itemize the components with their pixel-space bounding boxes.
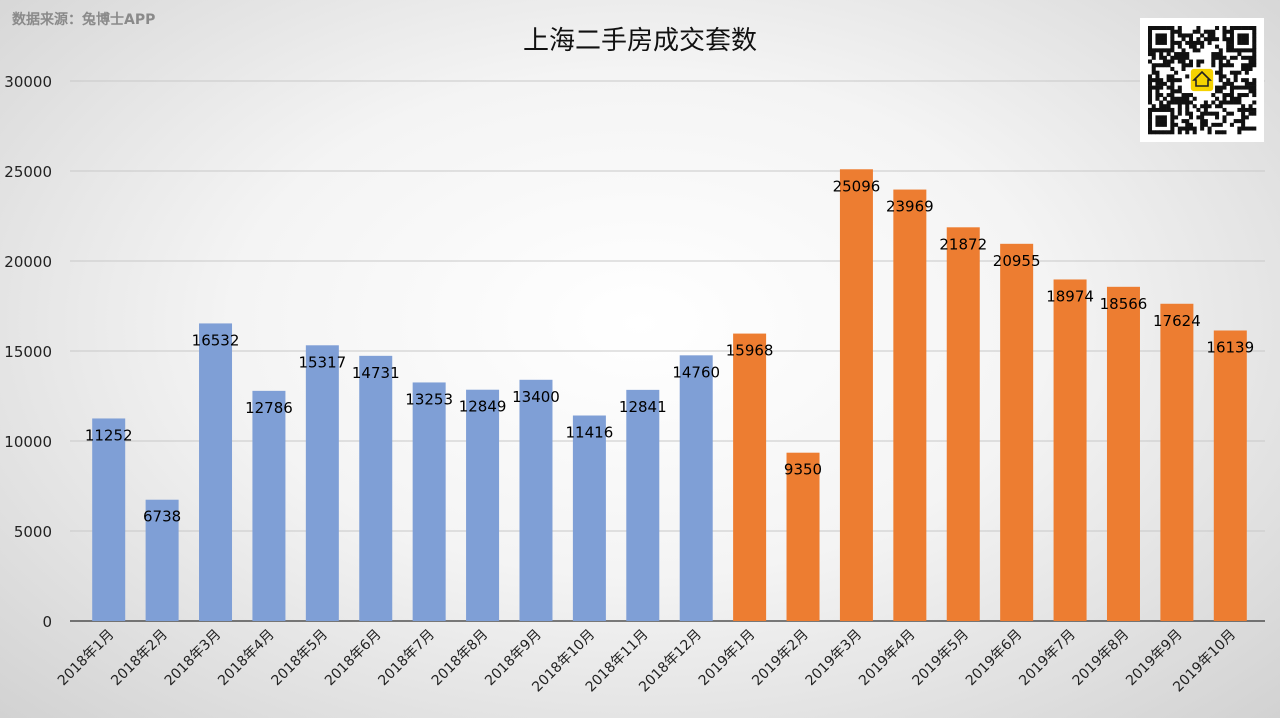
y-tick-label: 0 bbox=[42, 613, 52, 631]
y-tick-label: 10000 bbox=[4, 433, 52, 451]
x-tick-label: 2019年3月 bbox=[803, 627, 866, 690]
qr-code bbox=[1140, 18, 1264, 142]
data-label: 25096 bbox=[833, 177, 881, 195]
bar bbox=[466, 389, 500, 621]
bar bbox=[679, 355, 713, 621]
y-tick-label: 15000 bbox=[4, 343, 52, 361]
bar bbox=[252, 390, 286, 621]
data-label: 13400 bbox=[512, 388, 560, 406]
x-tick-label: 2019年1月 bbox=[696, 627, 759, 690]
bar bbox=[946, 227, 980, 621]
bar bbox=[1160, 303, 1194, 621]
bar bbox=[893, 189, 927, 622]
x-tick-label: 2018年6月 bbox=[322, 627, 385, 690]
y-tick-label: 5000 bbox=[14, 523, 52, 541]
data-label: 18974 bbox=[1046, 287, 1094, 305]
data-label: 13253 bbox=[405, 390, 453, 408]
bar bbox=[305, 345, 339, 621]
x-tick-label: 2019年2月 bbox=[749, 627, 812, 690]
bar bbox=[572, 415, 606, 621]
x-tick-label: 2019年5月 bbox=[909, 627, 972, 690]
bar bbox=[839, 169, 873, 621]
qr-code-icon bbox=[1148, 26, 1257, 135]
data-label: 11252 bbox=[85, 426, 133, 444]
y-tick-label: 30000 bbox=[4, 73, 52, 91]
bar bbox=[1000, 243, 1034, 621]
data-label: 18566 bbox=[1100, 295, 1148, 313]
data-label: 11416 bbox=[566, 424, 614, 442]
y-tick-label: 25000 bbox=[4, 163, 52, 181]
bar bbox=[1106, 286, 1140, 621]
x-tick-label: 2018年3月 bbox=[162, 627, 225, 690]
data-label: 14760 bbox=[672, 363, 720, 381]
data-label: 15968 bbox=[726, 342, 774, 360]
x-tick-label: 2019年7月 bbox=[1016, 627, 1079, 690]
x-tick-label: 2018年8月 bbox=[429, 627, 492, 690]
data-label: 12841 bbox=[619, 398, 667, 416]
x-tick-label: 2018年1月 bbox=[55, 627, 118, 690]
y-tick-label: 20000 bbox=[4, 253, 52, 271]
bar bbox=[92, 418, 126, 621]
bar bbox=[145, 499, 179, 621]
data-label: 12786 bbox=[245, 399, 293, 417]
x-tick-label: 2019年4月 bbox=[856, 627, 919, 690]
x-tick-label: 2019年6月 bbox=[963, 627, 1026, 690]
bar bbox=[412, 382, 446, 621]
data-label: 14731 bbox=[352, 364, 400, 382]
data-label: 12849 bbox=[459, 398, 507, 416]
x-tick-label: 2018年2月 bbox=[108, 627, 171, 690]
data-label: 16532 bbox=[192, 331, 240, 349]
x-tick-label: 2018年4月 bbox=[215, 627, 278, 690]
bar bbox=[359, 355, 393, 621]
bar bbox=[626, 389, 660, 621]
data-label: 23969 bbox=[886, 198, 934, 216]
data-label: 21872 bbox=[939, 235, 987, 253]
bar bbox=[733, 333, 767, 621]
x-tick-label: 2018年5月 bbox=[269, 627, 332, 690]
data-label: 20955 bbox=[993, 252, 1041, 270]
data-label: 9350 bbox=[784, 461, 822, 479]
bar bbox=[199, 323, 233, 621]
bar bbox=[519, 379, 553, 621]
data-label: 15317 bbox=[298, 353, 346, 371]
x-tick-label: 2018年7月 bbox=[375, 627, 438, 690]
bar bbox=[786, 452, 820, 621]
bar bbox=[1053, 279, 1087, 621]
data-label: 6738 bbox=[143, 508, 181, 526]
data-label: 16139 bbox=[1206, 338, 1254, 356]
data-label: 17624 bbox=[1153, 312, 1201, 330]
data-source-note: 数据来源：兔博士APP bbox=[12, 12, 156, 28]
x-tick-label: 2019年8月 bbox=[1070, 627, 1133, 690]
chart-title: 上海二手房成交套数 bbox=[522, 26, 757, 56]
bar bbox=[1213, 330, 1247, 621]
